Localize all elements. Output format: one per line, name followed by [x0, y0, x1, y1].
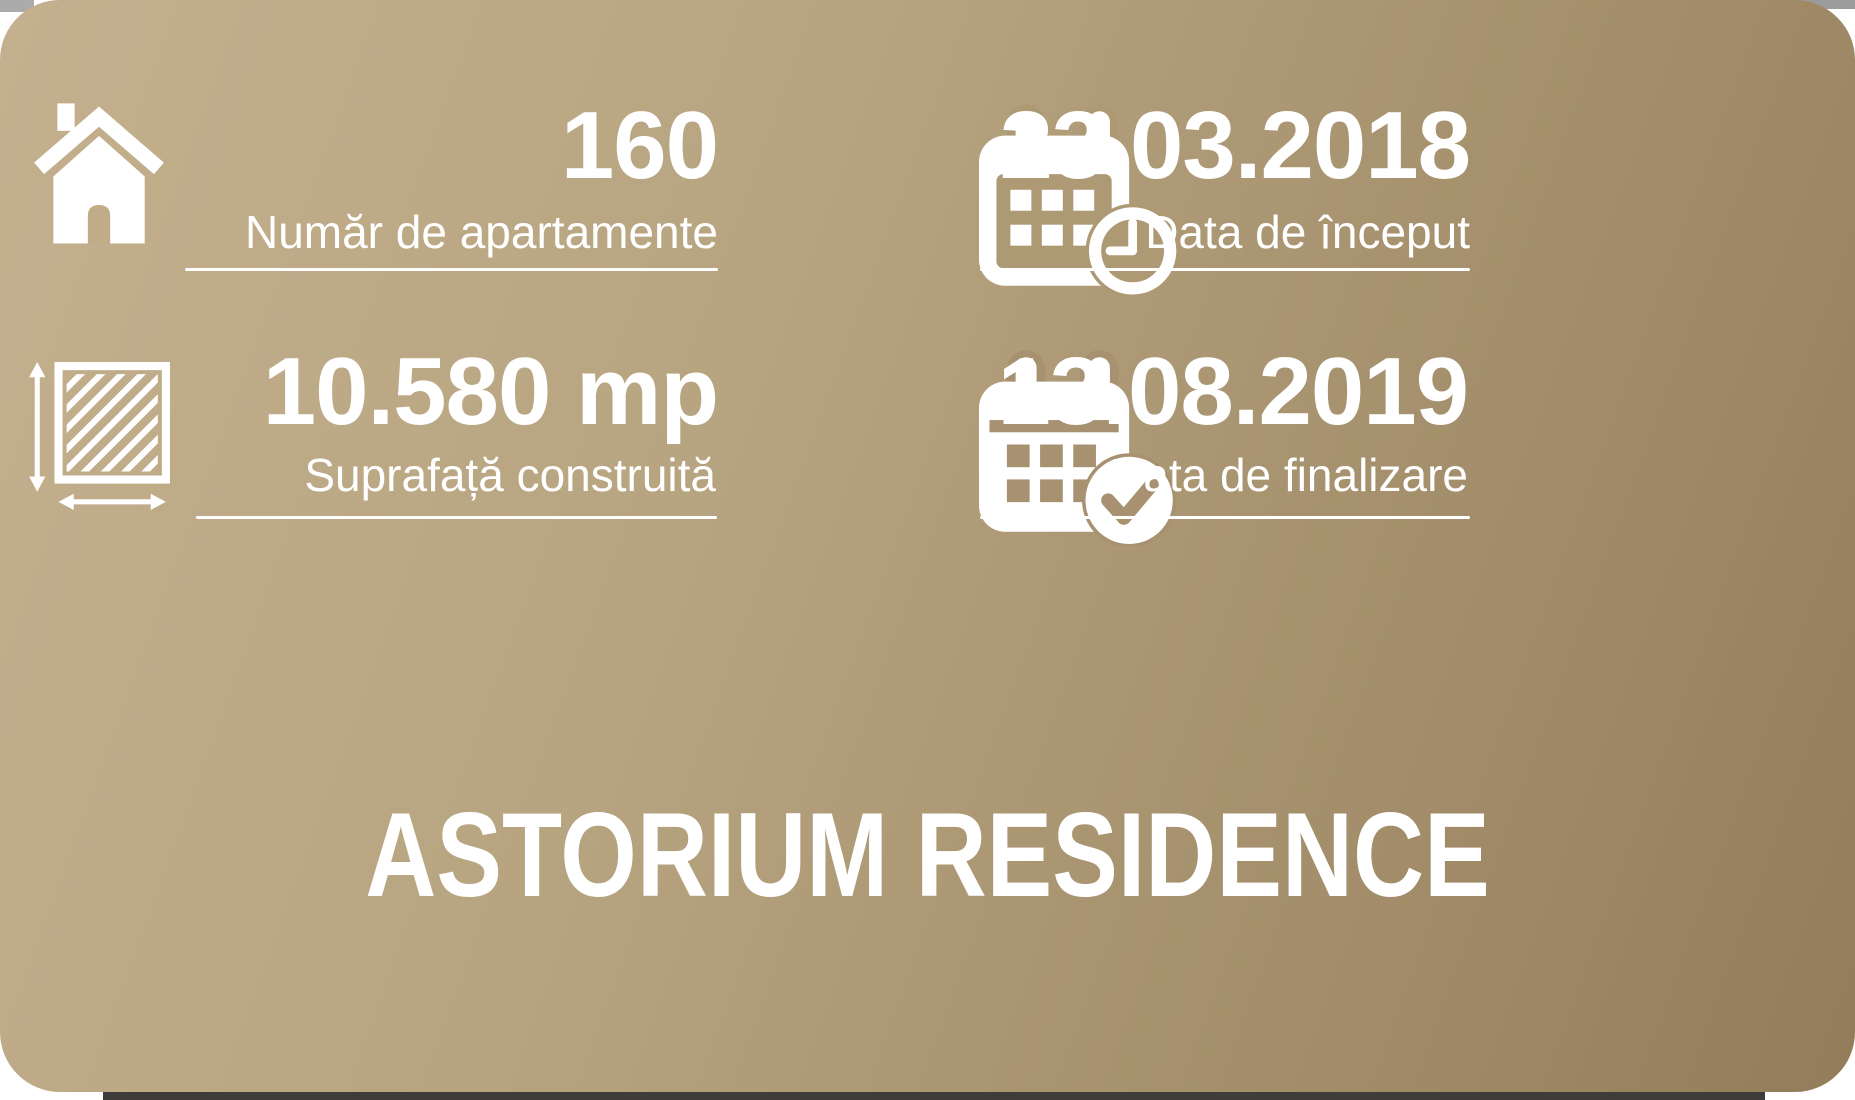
top-right-edge-strip — [1798, 0, 1855, 9]
apartments-underline — [185, 268, 718, 271]
apartments-value: 160 — [560, 92, 719, 199]
built-area-underline — [196, 516, 717, 519]
built-area-label: Suprafață construită — [304, 449, 716, 501]
project-title: ASTORIUM RESIDENCE — [365, 788, 1490, 922]
end-date-label: Data de finalizare — [1110, 449, 1468, 501]
start-date-label: Data de început — [1145, 206, 1470, 258]
area-dimensions-icon — [29, 362, 170, 510]
end-date-underline — [980, 516, 1470, 519]
start-date-underline — [980, 268, 1470, 271]
start-date-value: 23.03.2018 — [999, 92, 1471, 199]
house-icon — [34, 103, 164, 244]
end-date-value: 13.08.2019 — [997, 338, 1469, 445]
apartments-label: Număr de apartamente — [244, 206, 718, 258]
bottom-edge-strip — [103, 1092, 1765, 1100]
built-area-value: 10.580 mp — [262, 338, 719, 445]
calendar-clock-icon — [978, 104, 1180, 299]
top-left-edge-strip — [0, 0, 34, 12]
